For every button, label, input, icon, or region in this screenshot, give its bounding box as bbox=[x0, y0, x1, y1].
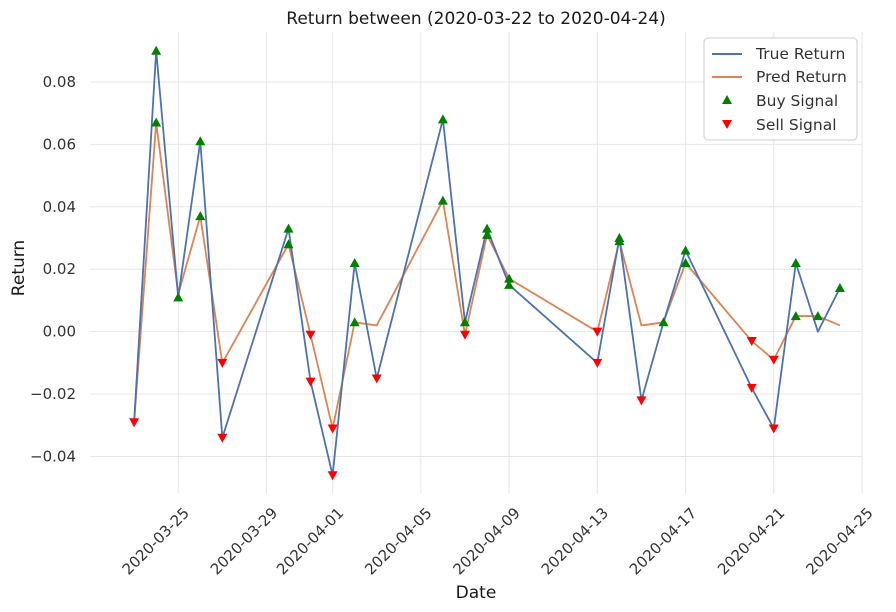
buy-signal-marker bbox=[173, 292, 184, 302]
true-return-line bbox=[133, 49, 841, 477]
legend: True Return Pred Return Buy Signal Sell … bbox=[703, 37, 858, 141]
legend-buy-signal-marker bbox=[722, 95, 732, 104]
legend-true-return-label: True Return bbox=[755, 45, 845, 63]
sell-signal-marker bbox=[459, 330, 470, 340]
x-tick-label: 2020-04-21 bbox=[714, 504, 788, 578]
sell-signal-marker bbox=[636, 396, 647, 406]
y-tick-label: 0.04 bbox=[43, 198, 76, 216]
buy-signal-marker bbox=[349, 258, 360, 267]
sell-signal-marker bbox=[305, 330, 316, 340]
x-tick-label: 2020-04-05 bbox=[361, 504, 435, 578]
y-tick-label: 0.06 bbox=[43, 135, 76, 153]
buy-signal-marker bbox=[195, 211, 206, 221]
y-tick-label: 0.02 bbox=[43, 260, 76, 278]
sell-signal-marker bbox=[217, 358, 228, 368]
sell-signal-marker bbox=[327, 424, 338, 434]
plot-area bbox=[133, 49, 841, 477]
buy-signal-marker bbox=[658, 317, 669, 327]
y-axis: −0.04 −0.02 0.00 0.02 0.04 0.06 0.08 bbox=[30, 73, 76, 466]
buy-signal-marker bbox=[790, 258, 801, 267]
buy-signal-marker bbox=[349, 317, 360, 327]
sell-signal-marker bbox=[592, 327, 603, 337]
pred-return-line bbox=[133, 121, 841, 430]
x-axis-label: Date bbox=[456, 583, 497, 603]
buy-signal-marker bbox=[151, 45, 162, 55]
signal-markers bbox=[129, 45, 845, 481]
y-tick-label: −0.04 bbox=[30, 448, 76, 466]
legend-sell-signal-marker bbox=[722, 120, 732, 129]
buy-signal-marker bbox=[437, 114, 448, 124]
sell-signal-marker bbox=[592, 358, 603, 368]
legend-buy-signal-label: Buy Signal bbox=[756, 92, 838, 110]
buy-signal-marker bbox=[504, 279, 515, 289]
buy-signal-marker bbox=[151, 117, 162, 127]
buy-signal-marker bbox=[195, 136, 206, 146]
buy-signal-marker bbox=[834, 282, 845, 292]
y-tick-label: −0.02 bbox=[30, 385, 76, 403]
buy-signal-marker bbox=[459, 317, 470, 327]
x-tick-label: 2020-03-29 bbox=[207, 504, 281, 578]
buy-signal-marker bbox=[283, 223, 294, 233]
x-tick-label: 2020-04-13 bbox=[538, 504, 612, 578]
buy-signal-marker bbox=[614, 236, 625, 246]
y-tick-label: 0.00 bbox=[43, 323, 76, 341]
chart-title: Return between (2020-03-22 to 2020-04-24… bbox=[286, 9, 665, 29]
sell-signal-marker bbox=[746, 383, 757, 393]
sell-signal-marker bbox=[305, 377, 316, 387]
buy-signal-marker bbox=[812, 311, 823, 321]
x-tick-label: 2020-03-25 bbox=[119, 504, 193, 578]
sell-signal-marker bbox=[746, 337, 757, 347]
buy-signal-marker bbox=[482, 229, 493, 239]
sell-signal-marker bbox=[371, 374, 382, 384]
buy-signal-marker bbox=[482, 223, 493, 233]
legend-pred-return-label: Pred Return bbox=[756, 68, 847, 86]
buy-signal-marker bbox=[790, 311, 801, 321]
sell-signal-marker bbox=[129, 418, 140, 428]
legend-box bbox=[703, 37, 858, 141]
buy-signal-marker bbox=[680, 245, 691, 255]
sell-signal-marker bbox=[768, 424, 779, 434]
sell-signal-marker bbox=[327, 471, 338, 481]
buy-signal-marker bbox=[680, 258, 691, 267]
x-tick-label: 2020-04-25 bbox=[802, 504, 876, 578]
x-tick-label: 2020-04-17 bbox=[626, 504, 700, 578]
buy-signal-marker bbox=[283, 239, 294, 249]
y-axis-label: Return bbox=[9, 240, 29, 296]
sell-signal-marker bbox=[217, 433, 228, 443]
buy-signal-marker bbox=[504, 273, 515, 283]
sell-signal-marker bbox=[768, 355, 779, 365]
y-tick-label: 0.08 bbox=[43, 73, 76, 91]
legend-sell-signal-label: Sell Signal bbox=[756, 116, 837, 134]
x-tick-label: 2020-04-09 bbox=[449, 504, 523, 578]
x-tick-label: 2020-04-01 bbox=[273, 504, 347, 578]
buy-signal-marker bbox=[437, 195, 448, 205]
